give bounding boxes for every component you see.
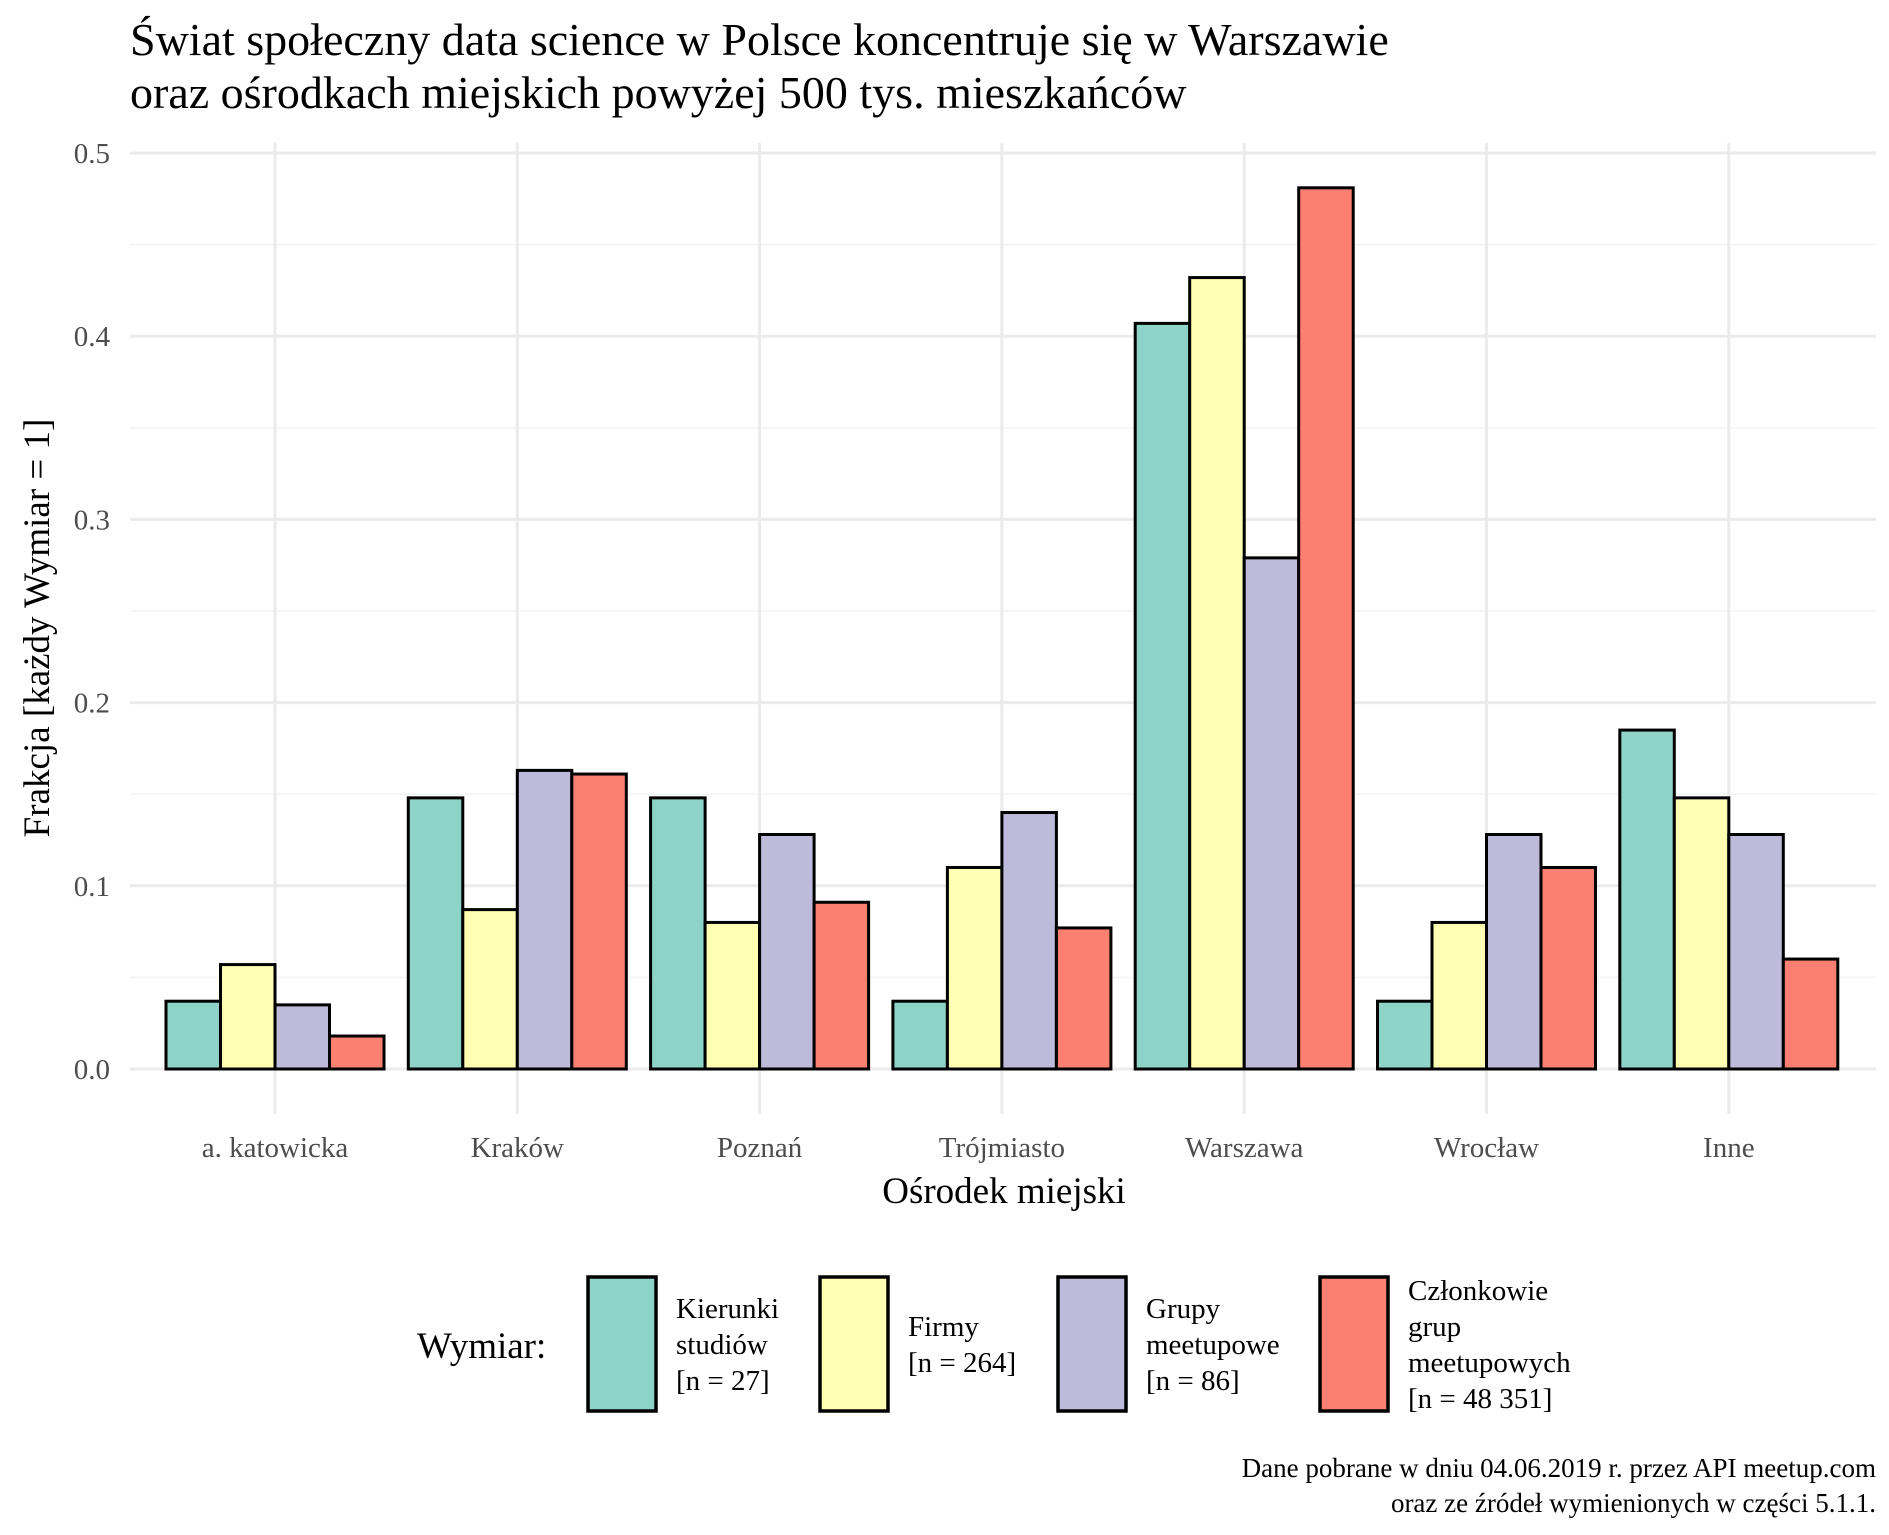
legend-label: studiów (676, 1329, 768, 1361)
bar (1727, 833, 1785, 1071)
bar (219, 963, 277, 1071)
legend-label: meetupowych (1408, 1347, 1571, 1379)
bar (1781, 957, 1840, 1071)
caption: Dane pobrane w dniu 04.06.2019 r. przez … (1242, 1453, 1876, 1518)
legend-label: grup (1408, 1311, 1461, 1343)
bar (1539, 865, 1597, 1071)
bar (1000, 811, 1058, 1071)
bar (570, 772, 628, 1071)
bar (461, 908, 519, 1071)
bar (1297, 186, 1355, 1071)
x-tick-label: Warszawa (1185, 1132, 1304, 1164)
bar (812, 900, 871, 1071)
legend-label: [n = 48 351] (1408, 1383, 1552, 1415)
bar (1054, 926, 1113, 1071)
x-tick-label: Inne (1703, 1132, 1755, 1164)
legend-label: Grupy (1146, 1293, 1221, 1325)
bar (758, 833, 816, 1071)
bar (515, 768, 574, 1071)
bar (1376, 999, 1434, 1071)
bar (891, 999, 949, 1071)
bar (328, 1034, 386, 1071)
legend-label: [n = 86] (1146, 1365, 1240, 1397)
legend-label: [n = 27] (676, 1365, 770, 1397)
legend: Wymiar: Kierunki studiów [n = 27] Firmy [n =… (417, 1275, 1571, 1415)
legend-label: Firmy (908, 1311, 979, 1343)
legend-key (586, 1275, 658, 1413)
y-axis-ticks: 0.0 0.1 0.2 0.3 0.4 0.5 (74, 138, 111, 1086)
legend-title: Wymiar: (417, 1326, 546, 1367)
bar (1485, 833, 1543, 1071)
x-axis-title: Ośrodek miejski (882, 1171, 1126, 1212)
bar (945, 865, 1004, 1071)
x-tick-label: Poznań (717, 1132, 803, 1164)
bar (1672, 796, 1731, 1071)
x-tick-label: a. katowicka (202, 1132, 349, 1164)
bar (649, 796, 707, 1071)
bars (164, 186, 1840, 1071)
caption-line-2: oraz ze źródeł wymienionych w części 5.1… (1391, 1488, 1876, 1518)
x-tick-label: Kraków (471, 1132, 564, 1164)
legend-label: Członkowie (1408, 1275, 1548, 1307)
bar (273, 1003, 331, 1071)
legend-key (818, 1275, 890, 1413)
bar (1430, 920, 1488, 1071)
bar (703, 920, 762, 1071)
y-tick-label: 0.3 (74, 504, 110, 536)
legend-key (1318, 1275, 1390, 1413)
legend-label: Kierunki (676, 1293, 779, 1325)
y-tick-label: 0.4 (74, 321, 111, 353)
x-tick-label: Trójmiasto (939, 1132, 1065, 1164)
x-tick-label: Wrocław (1434, 1132, 1539, 1164)
y-axis-title: Frakcja [każdy Wymiar = 1] (17, 419, 58, 838)
bar (1188, 276, 1246, 1071)
legend-label: [n = 264] (908, 1347, 1016, 1379)
bar (1133, 321, 1192, 1071)
chart-title-line-2: oraz ośrodkach miejskich powyżej 500 tys… (130, 67, 1187, 118)
x-axis-ticks: a. katowicka Kraków Poznań Trójmiasto Warsza… (202, 1132, 1755, 1164)
bar (1242, 556, 1301, 1071)
bar (406, 796, 465, 1071)
chart-title: Świat społeczny data science w Polsce ko… (130, 14, 1389, 118)
legend-key (1056, 1275, 1128, 1413)
legend-label: meetupowe (1146, 1329, 1280, 1361)
bar (164, 999, 222, 1071)
y-tick-label: 0.2 (74, 688, 110, 720)
y-tick-label: 0.0 (74, 1054, 110, 1086)
chart-title-line-1: Świat społeczny data science w Polsce ko… (130, 14, 1389, 65)
bar (1618, 728, 1676, 1071)
caption-line-1: Dane pobrane w dniu 04.06.2019 r. przez … (1242, 1453, 1876, 1483)
y-tick-label: 0.1 (74, 871, 110, 903)
y-tick-label: 0.5 (74, 138, 110, 170)
